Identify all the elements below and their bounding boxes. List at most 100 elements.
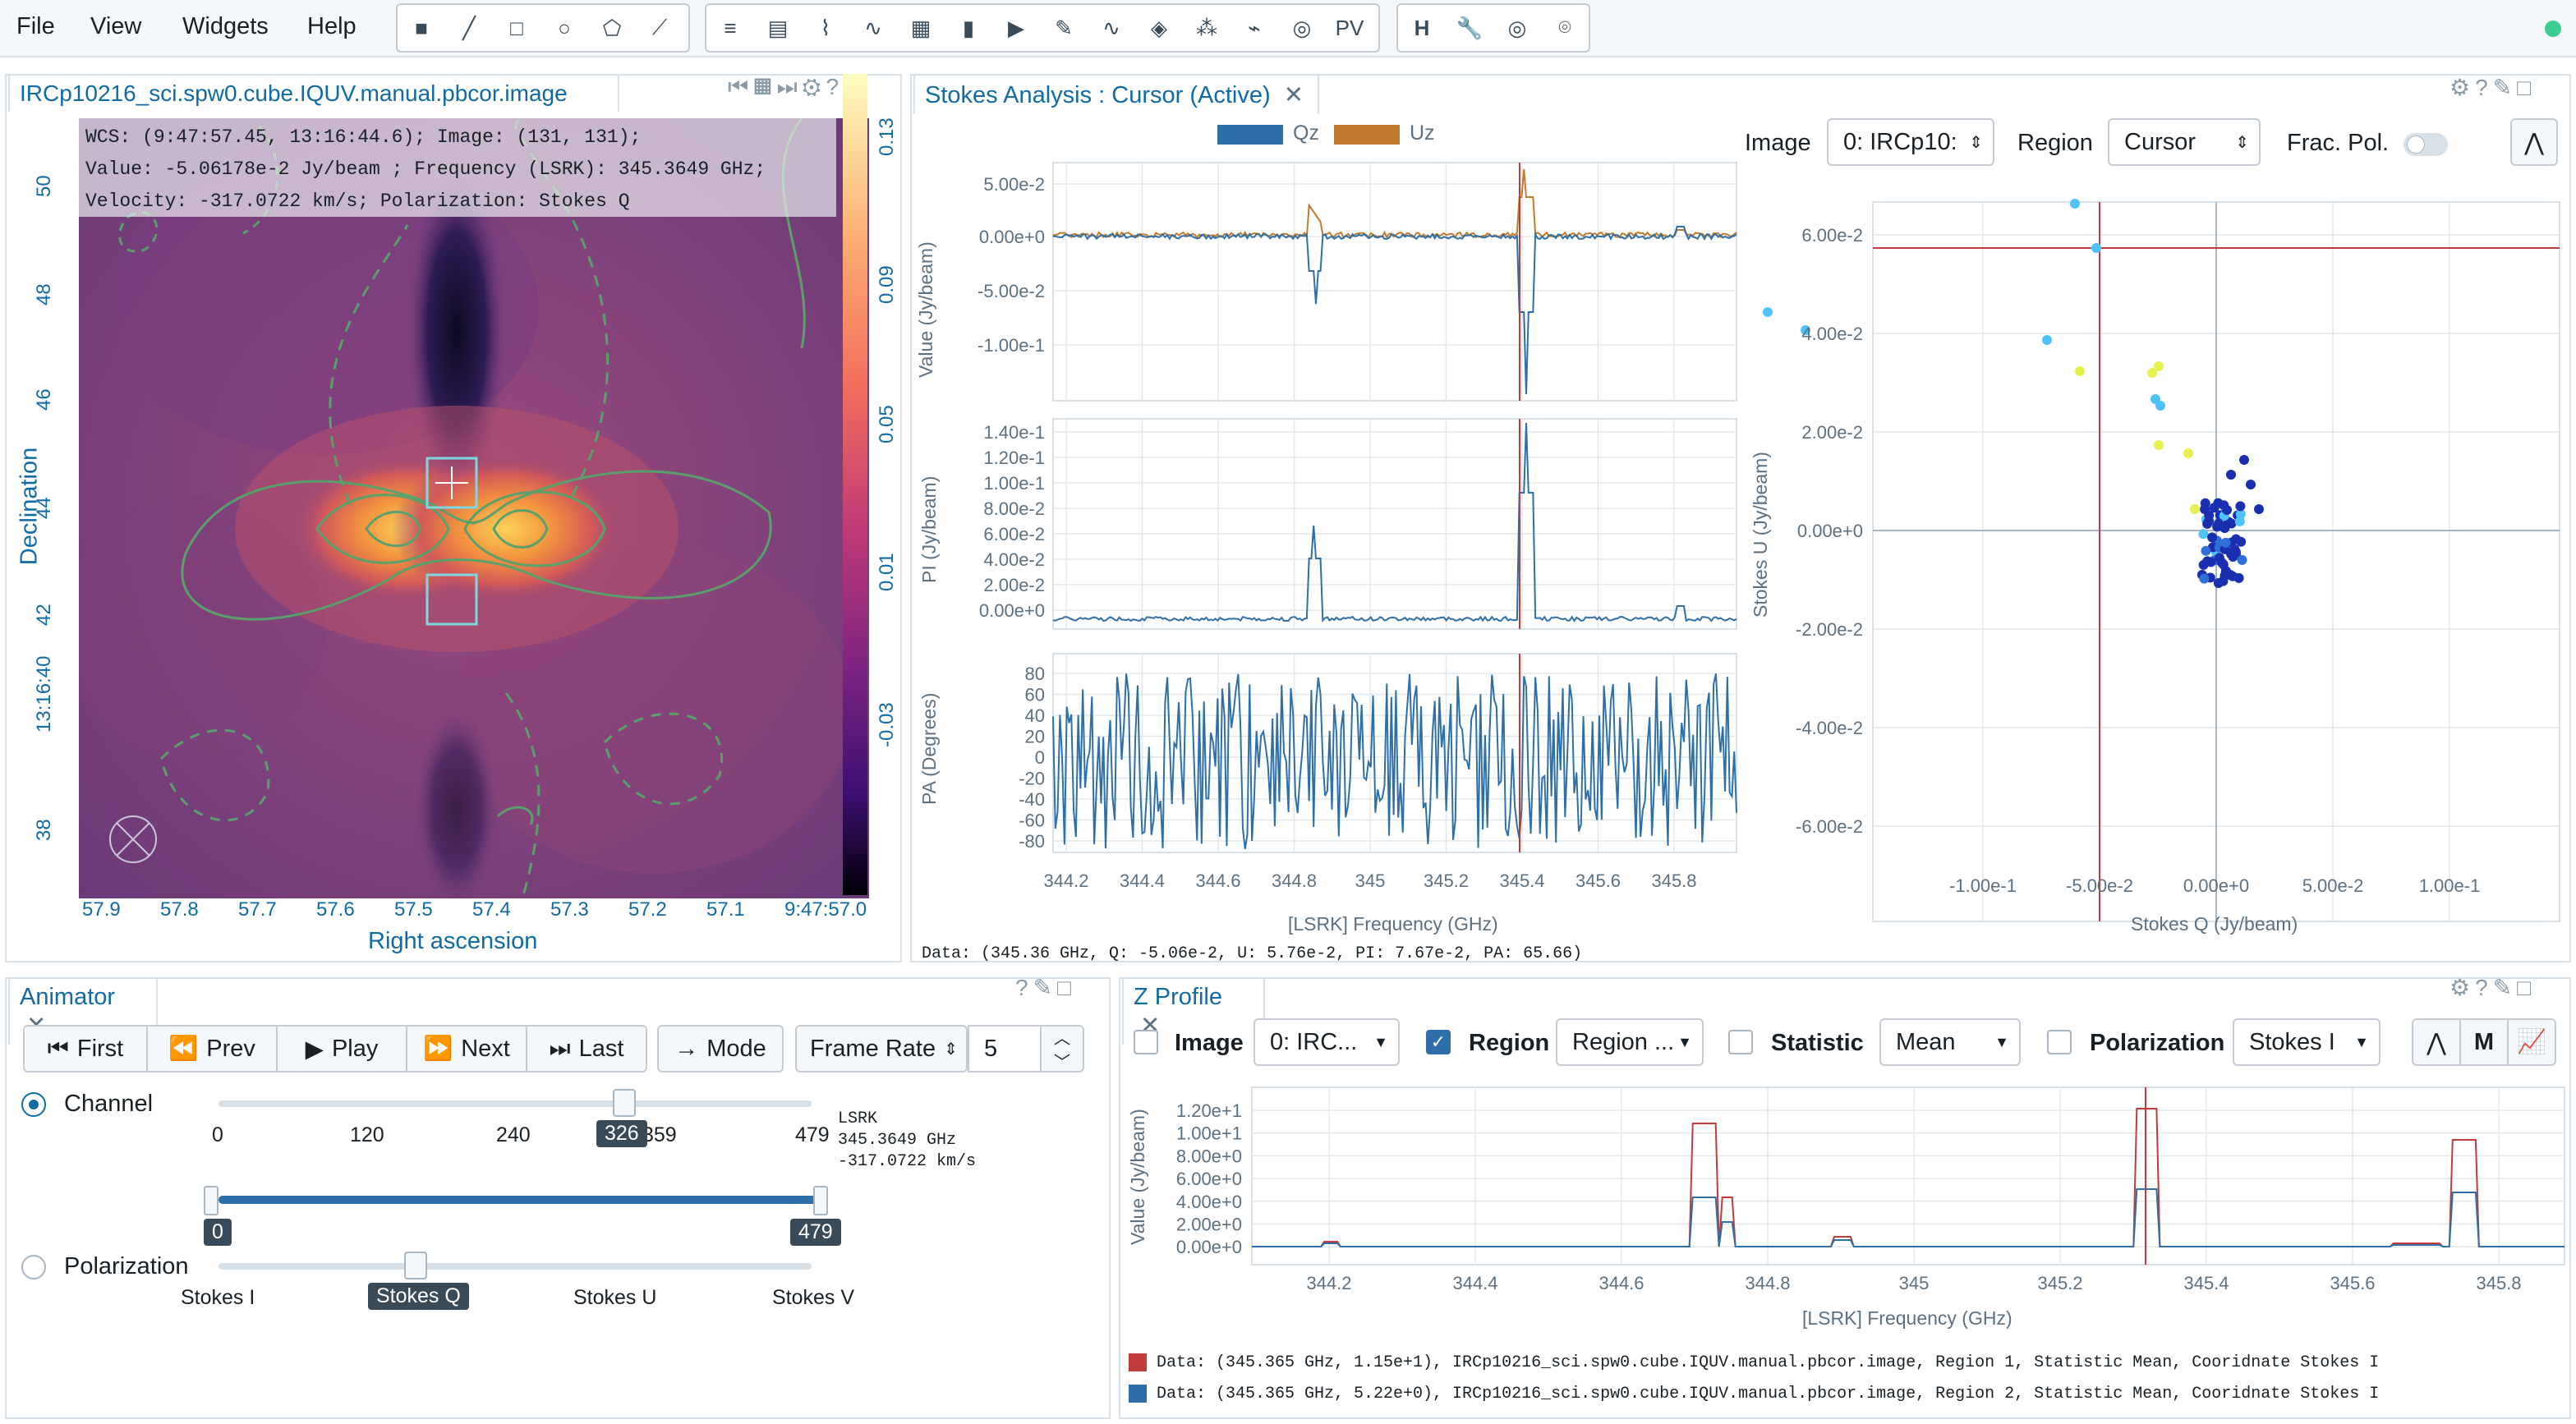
- zp-y-tick: 2.00e+0: [1176, 1215, 1242, 1235]
- menu-widgets[interactable]: Widgets: [182, 13, 269, 39]
- polarization-radio[interactable]: [21, 1255, 46, 1279]
- channel-slider-track[interactable]: [218, 1100, 812, 1107]
- menu-file[interactable]: File: [16, 13, 55, 39]
- rectangle-region-icon[interactable]: □: [510, 15, 523, 40]
- scatter-x-tick: -1.00e-1: [1949, 875, 2017, 896]
- zp-region-select[interactable]: Region ... ▼: [1556, 1018, 1704, 1066]
- z-profile-tab-label: Z Profile: [1134, 984, 1222, 1010]
- scatter-point: [2235, 501, 2246, 512]
- image-x-tick: 9:47:57.0: [784, 898, 867, 921]
- tools-toolbar: H 🔧 ◎ ⌾: [1396, 3, 1590, 53]
- ellipse-region-icon[interactable]: ○: [558, 15, 571, 40]
- region-checkbox[interactable]: ✓: [1426, 1030, 1451, 1054]
- polarization-slider-handle[interactable]: [404, 1252, 427, 1279]
- zp-plot-style-icon[interactable]: ⋀: [2412, 1018, 2461, 1066]
- catalog-icon[interactable]: ⁂: [1196, 15, 1217, 40]
- range-min-handle[interactable]: [204, 1186, 218, 1215]
- wrench-icon[interactable]: 🔧: [1456, 15, 1484, 40]
- range-max-handle[interactable]: [813, 1186, 828, 1215]
- stokes-line-plots[interactable]: 344.2 344.4 344.6 344.8 345 345.2 345.4 345.6 34…: [910, 148, 1756, 961]
- channel-slider-handle[interactable]: [613, 1089, 636, 1117]
- play-button[interactable]: ▶ Play: [276, 1025, 407, 1073]
- histogram-icon[interactable]: ▮: [962, 15, 975, 40]
- last-button[interactable]: ⏭ Last: [526, 1025, 647, 1073]
- statistics-icon[interactable]: ▦: [910, 15, 932, 40]
- pol-option-stokes-i: Stokes I: [181, 1286, 255, 1309]
- frac-pol-toggle[interactable]: [2404, 133, 2448, 156]
- polygon-region-icon[interactable]: ⬠: [602, 15, 622, 40]
- z-profile-panel-controls[interactable]: ⚙?✎□: [2450, 975, 2537, 1000]
- scatter-point: [2070, 199, 2080, 209]
- render-config-icon[interactable]: ≡: [724, 15, 737, 40]
- layers-icon[interactable]: ◈: [1151, 15, 1167, 40]
- z-profile-plot[interactable]: 1.20e+11.00e+18.00e+0 6.00e+0 4.00e+0 2.00e…: [1119, 1076, 2569, 1355]
- region-2-rectangle[interactable]: [426, 573, 478, 626]
- contour-icon[interactable]: ◎: [1507, 15, 1527, 40]
- stokes-region-value: Cursor: [2124, 128, 2196, 155]
- point-region-icon[interactable]: ■: [415, 15, 428, 40]
- image-canvas[interactable]: [79, 118, 869, 898]
- next-button[interactable]: ⏩ Next: [406, 1025, 527, 1073]
- image-checkbox[interactable]: [1134, 1030, 1158, 1054]
- polarization-slider-track[interactable]: [218, 1263, 812, 1270]
- zp-image-label: Image: [1175, 1030, 1244, 1056]
- stokes-region-select[interactable]: Cursor ⇕: [2108, 118, 2261, 166]
- stokes-image-label: Image: [1745, 130, 1811, 156]
- animator-icon[interactable]: ▶: [1008, 15, 1024, 40]
- frame-rate-input[interactable]: 5: [968, 1025, 1042, 1073]
- menu-help[interactable]: Help: [307, 13, 356, 39]
- image-panel-controls[interactable]: ⏮▦⏭⚙?□: [728, 74, 862, 99]
- qu-scatter-plot[interactable]: 6.00e-2 4.00e-2 2.00e-2 0.00e+0 -2.00e-2 -4.0…: [1758, 148, 2566, 961]
- channel-radio[interactable]: [21, 1092, 46, 1117]
- moments-button[interactable]: M: [2459, 1018, 2509, 1066]
- zp-image-select[interactable]: 0: IRC... ▼: [1254, 1018, 1400, 1066]
- spatial-profile-icon[interactable]: ⌇: [820, 15, 831, 40]
- image-x-tick: 57.7: [238, 898, 277, 921]
- scatter-point: [2234, 516, 2245, 526]
- plot-style-icon[interactable]: ⋀: [2510, 118, 2558, 166]
- image-info-icon[interactable]: ▤: [767, 15, 789, 40]
- menu-view[interactable]: View: [90, 13, 142, 39]
- colorbar[interactable]: [843, 74, 867, 895]
- region-list-icon[interactable]: ✎: [1055, 15, 1073, 40]
- stokes-image-select[interactable]: 0: IRCp10: ⇕: [1827, 118, 1994, 166]
- scatter-x-tick: -5.00e-2: [2066, 875, 2133, 896]
- mode-button[interactable]: → Mode: [657, 1025, 784, 1073]
- region-1-rectangle[interactable]: [426, 457, 478, 509]
- frame-rate-select[interactable]: Frame Rate ⇕: [795, 1025, 968, 1073]
- first-icon: ⏮: [47, 1035, 69, 1062]
- stokes-panel-controls[interactable]: ⚙?✎□: [2450, 75, 2537, 100]
- scatter-point: [2235, 509, 2246, 520]
- fitting-icon[interactable]: ◎: [1292, 15, 1312, 40]
- widget-toolbar: ≡ ▤ ⌇ ∿ ▦ ▮ ▶ ✎ ∿ ◈ ⁂ ⌁ ◎ PV: [705, 3, 1380, 53]
- header-button[interactable]: H: [1414, 15, 1430, 40]
- close-icon[interactable]: ✕: [1283, 82, 1304, 108]
- channel-range-slider[interactable]: [218, 1196, 818, 1204]
- channel-info-frame: LSRK: [838, 1109, 878, 1128]
- colorbar-tick: -0.03: [876, 702, 898, 747]
- statistic-checkbox[interactable]: [1728, 1030, 1753, 1054]
- zp-statistic-select[interactable]: Mean ▼: [1879, 1018, 2021, 1066]
- uz-legend-swatch: [1334, 125, 1400, 145]
- pv-generator-button[interactable]: PV: [1335, 15, 1364, 40]
- first-button[interactable]: ⏮ First: [23, 1025, 148, 1073]
- line-region-icon[interactable]: ╱: [462, 15, 476, 40]
- scatter-point: [2254, 504, 2264, 514]
- animator-panel-controls[interactable]: ?✎□: [1015, 975, 1076, 1000]
- vector-overlay-icon[interactable]: ⌾: [1558, 15, 1571, 39]
- stokes-x-tick: 345.8: [1651, 870, 1696, 891]
- stokes-icon[interactable]: ∿: [1102, 15, 1120, 40]
- fitting-chart-icon[interactable]: 📈: [2507, 1018, 2556, 1066]
- polyline-region-icon[interactable]: ⟋: [651, 15, 668, 39]
- image-y-tick: 48: [33, 283, 55, 305]
- frame-rate-stepper[interactable]: ︿ ﹀: [1040, 1025, 1084, 1073]
- image-tab-title[interactable]: IRCp10216_sci.spw0.cube.IQUV.manual.pbco…: [8, 74, 619, 112]
- zp-polarization-select[interactable]: Stokes I ▼: [2233, 1018, 2380, 1066]
- prev-button[interactable]: ⏪ Prev: [146, 1025, 278, 1073]
- line-query-icon[interactable]: ⌁: [1248, 15, 1261, 40]
- zp-xlabel: [LSRK] Frequency (GHz): [1802, 1307, 2012, 1329]
- stokes-tab-title[interactable]: Stokes Analysis : Cursor (Active) ✕: [913, 74, 1319, 114]
- polarization-checkbox[interactable]: [2047, 1030, 2072, 1054]
- spectral-profile-icon[interactable]: ∿: [864, 15, 882, 40]
- channel-value-badge: 326: [596, 1120, 647, 1147]
